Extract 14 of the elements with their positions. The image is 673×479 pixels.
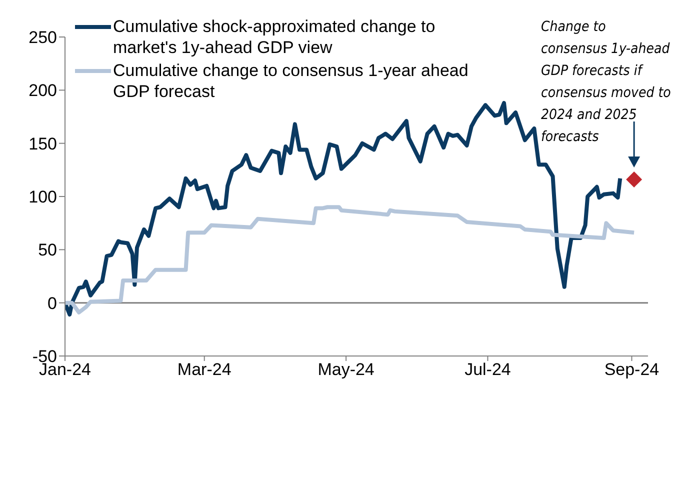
y-tick-label: 250	[28, 28, 57, 48]
x-tick-label: Sep-24	[604, 360, 660, 380]
x-tick-label: Jul-24	[464, 360, 511, 380]
y-tick-label: 150	[28, 134, 57, 154]
legend-label: Cumulative change to consensus 1-year ahead GDP forecast	[113, 60, 470, 102]
legend-label: Cumulative shock-approximated change to market's 1y-ahead GDP view	[113, 16, 436, 58]
y-tick-label: 200	[28, 81, 57, 100]
x-tick-label: May-24	[318, 360, 374, 380]
x-tick-label: Mar-24	[177, 360, 232, 380]
y-tick-label: 50	[38, 240, 57, 260]
annotation: Change to consensus 1y-ahead GDP forecasts if consensus moved to 2024 and 2025 forecasts	[541, 18, 672, 147]
y-tick-label: 0	[48, 294, 57, 313]
line-series	[65, 205, 636, 314]
y-tick-label: 100	[28, 188, 57, 207]
